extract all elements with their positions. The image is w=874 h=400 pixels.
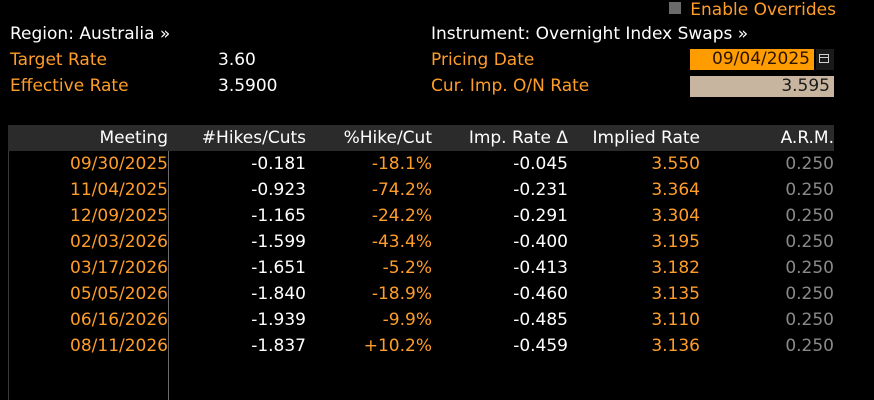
- pct-hike-cut: -5.2%: [382, 258, 432, 278]
- imp-rate-input[interactable]: 3.595: [690, 76, 834, 97]
- hikes-cuts: -1.840: [251, 284, 306, 304]
- arm-value: 0.250: [785, 336, 834, 356]
- table-row[interactable]: 11/04/2025 -0.923 -74.2% -0.231 3.364 0.…: [8, 177, 834, 203]
- pricing-date-input[interactable]: 09/04/2025: [690, 49, 814, 70]
- arm-value: 0.250: [785, 284, 834, 304]
- table-left-border: [8, 151, 9, 400]
- pct-hike-cut: -74.2%: [371, 180, 432, 200]
- enable-overrides-toggle[interactable]: Enable Overrides: [669, 0, 836, 20]
- imp-rate-delta: -0.485: [513, 310, 568, 330]
- table-row[interactable]: 06/16/2026 -1.939 -9.9% -0.485 3.110 0.2…: [8, 307, 834, 333]
- imp-rate-delta: -0.045: [513, 154, 568, 174]
- hikes-cuts: -1.939: [251, 310, 306, 330]
- table-header: Meeting #Hikes/Cuts %Hike/Cut Imp. Rate …: [8, 125, 834, 151]
- meeting-date: 08/11/2026: [70, 336, 168, 356]
- col-arm[interactable]: A.R.M.: [780, 128, 834, 148]
- implied-rate: 3.182: [651, 258, 700, 278]
- col-hikes-cuts[interactable]: #Hikes/Cuts: [201, 128, 306, 148]
- col-meeting[interactable]: Meeting: [99, 128, 168, 148]
- instrument-selector[interactable]: Instrument: Overnight Index Swaps »: [431, 24, 749, 44]
- meeting-date: 12/09/2025: [70, 206, 168, 226]
- imp-rate-delta: -0.459: [513, 336, 568, 356]
- table-row[interactable]: 05/05/2026 -1.840 -18.9% -0.460 3.135 0.…: [8, 281, 834, 307]
- col-imp-rate-delta[interactable]: Imp. Rate Δ: [468, 128, 568, 148]
- hikes-cuts: -1.165: [251, 206, 306, 226]
- calendar-icon: [819, 54, 829, 63]
- implied-rate: 3.304: [651, 206, 700, 226]
- meeting-date: 06/16/2026: [70, 310, 168, 330]
- meeting-date: 09/30/2025: [70, 154, 168, 174]
- hikes-cuts: -0.181: [251, 154, 306, 174]
- target-rate-value: 3.60: [218, 50, 256, 70]
- implied-rate: 3.195: [651, 232, 700, 252]
- arm-value: 0.250: [785, 180, 834, 200]
- hikes-cuts: -1.651: [251, 258, 306, 278]
- meeting-date: 03/17/2026: [70, 258, 168, 278]
- meeting-date: 02/03/2026: [70, 232, 168, 252]
- enable-overrides-label: Enable Overrides: [690, 0, 836, 20]
- region-selector[interactable]: Region: Australia »: [10, 24, 171, 44]
- meeting-date: 05/05/2026: [70, 284, 168, 304]
- implied-rate: 3.110: [651, 310, 700, 330]
- calendar-button[interactable]: [816, 49, 834, 70]
- checkbox-icon[interactable]: [669, 2, 682, 14]
- implied-rate: 3.364: [651, 180, 700, 200]
- arm-value: 0.250: [785, 232, 834, 252]
- hikes-cuts: -0.923: [251, 180, 306, 200]
- col-implied-rate[interactable]: Implied Rate: [592, 128, 700, 148]
- column-divider: [168, 151, 169, 400]
- pct-hike-cut: -43.4%: [371, 232, 432, 252]
- col-pct-hike-cut[interactable]: %Hike/Cut: [343, 128, 432, 148]
- effective-rate-label: Effective Rate: [10, 76, 129, 96]
- table-row[interactable]: 08/11/2026 -1.837 +10.2% -0.459 3.136 0.…: [8, 333, 834, 359]
- imp-rate-delta: -0.291: [513, 206, 568, 226]
- table-row[interactable]: 03/17/2026 -1.651 -5.2% -0.413 3.182 0.2…: [8, 255, 834, 281]
- pricing-date-label: Pricing Date: [431, 50, 535, 70]
- imp-rate-delta: -0.231: [513, 180, 568, 200]
- implied-rate: 3.135: [651, 284, 700, 304]
- meetings-table: Meeting #Hikes/Cuts %Hike/Cut Imp. Rate …: [8, 125, 834, 400]
- effective-rate-value: 3.5900: [218, 76, 278, 96]
- pct-hike-cut: -24.2%: [371, 206, 432, 226]
- arm-value: 0.250: [785, 258, 834, 278]
- table-row[interactable]: 02/03/2026 -1.599 -43.4% -0.400 3.195 0.…: [8, 229, 834, 255]
- hikes-cuts: -1.599: [251, 232, 306, 252]
- pct-hike-cut: -9.9%: [382, 310, 432, 330]
- arm-value: 0.250: [785, 310, 834, 330]
- imp-rate-label: Cur. Imp. O/N Rate: [431, 76, 590, 96]
- hikes-cuts: -1.837: [251, 336, 306, 356]
- implied-rate: 3.136: [651, 336, 700, 356]
- pct-hike-cut: -18.1%: [371, 154, 432, 174]
- target-rate-label: Target Rate: [10, 50, 107, 70]
- imp-rate-delta: -0.413: [513, 258, 568, 278]
- pct-hike-cut: +10.2%: [363, 336, 432, 356]
- arm-value: 0.250: [785, 154, 834, 174]
- meeting-date: 11/04/2025: [70, 180, 168, 200]
- imp-rate-delta: -0.400: [513, 232, 568, 252]
- table-row[interactable]: 09/30/2025 -0.181 -18.1% -0.045 3.550 0.…: [8, 151, 834, 177]
- imp-rate-delta: -0.460: [513, 284, 568, 304]
- implied-rate: 3.550: [651, 154, 700, 174]
- pct-hike-cut: -18.9%: [371, 284, 432, 304]
- table-row[interactable]: 12/09/2025 -1.165 -24.2% -0.291 3.304 0.…: [8, 203, 834, 229]
- arm-value: 0.250: [785, 206, 834, 226]
